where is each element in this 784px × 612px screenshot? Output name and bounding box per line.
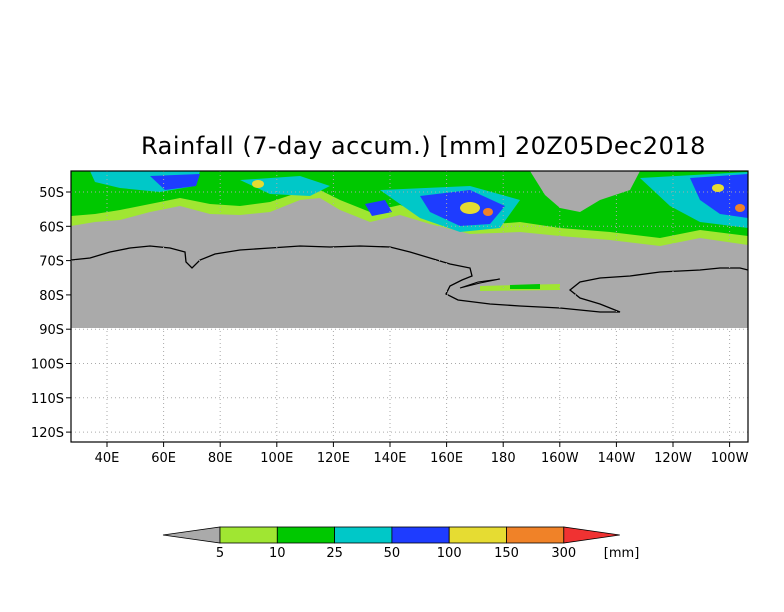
lat-tick-label: 60S (39, 220, 64, 235)
rain-spot-orange-2 (735, 204, 745, 212)
antarctica-coastline (70, 245, 749, 313)
lon-tick-label: 160W (541, 451, 579, 466)
colorbar-bin (276, 526, 335, 544)
rain-core-blue-4 (365, 200, 392, 216)
rain-spot-yellow-3 (712, 184, 724, 192)
colorbar-bin (506, 526, 565, 544)
coastline-detail (459, 278, 501, 289)
colorbar: 5 10 25 50 100 150 300 [mm] (162, 526, 639, 561)
rain-spot-orange-1 (483, 208, 493, 216)
dry-gap-center (530, 171, 640, 212)
grid-lines (71, 171, 748, 442)
lon-tick-label: 100W (711, 451, 749, 466)
lat-tick-label: 90S (39, 323, 64, 338)
lon-tick-label: 140W (598, 451, 636, 466)
colorbar-unit-label: [mm] (604, 546, 639, 561)
lon-tick-label: 80E (208, 451, 233, 466)
colorbar-tick-label: 50 (384, 546, 401, 561)
colorbar-tick-label: 5 (216, 546, 224, 561)
lon-tick-label: 40E (95, 451, 120, 466)
lon-tick-label: 120E (317, 451, 350, 466)
colorbar-above-arrow (563, 526, 620, 544)
rain-core-blue-3 (690, 174, 748, 218)
lon-tick-label: 60E (151, 451, 176, 466)
longitude-axis: 40E 60E 80E 100E 120E 140E 160E 180 160W 140W 120W… (95, 442, 749, 466)
colorbar-below-arrow (162, 526, 221, 544)
colorbar-tick-label: 25 (326, 546, 343, 561)
colorbar-bin (334, 526, 393, 544)
rain-core-blue-1 (150, 174, 200, 190)
lat-tick-label: 110S (31, 392, 64, 407)
rain-streak-ross-core (510, 284, 540, 289)
colorbar-tick-label: 100 (437, 546, 462, 561)
latitude-axis: 50S 60S 70S 80S 90S 100S 110S 120S (31, 186, 71, 441)
lat-tick-label: 80S (39, 289, 64, 304)
rainfall-field (71, 171, 748, 291)
rain-spot-yellow-2 (252, 180, 264, 188)
colorbar-tick-label: 150 (494, 546, 519, 561)
lat-tick-label: 100S (31, 358, 64, 373)
rain-patch-cyan-2 (240, 176, 330, 196)
lon-tick-label: 100E (260, 451, 293, 466)
lat-tick-label: 70S (39, 255, 64, 270)
lat-tick-label: 120S (31, 426, 64, 441)
lon-tick-label: 160E (430, 451, 463, 466)
colorbar-bin (391, 526, 450, 544)
colorbar-tick-label: 10 (269, 546, 286, 561)
colorbar-bin (448, 526, 507, 544)
plot-title: Rainfall (7-day accum.) [mm] 20Z05Dec201… (141, 132, 706, 160)
lat-tick-label: 50S (39, 186, 64, 201)
lon-tick-label: 140E (373, 451, 406, 466)
lon-tick-label: 180 (491, 451, 516, 466)
map-frame (70, 170, 749, 443)
lon-tick-label: 120W (654, 451, 692, 466)
rain-spot-yellow-1 (460, 202, 480, 214)
colorbar-tick-label: 300 (551, 546, 576, 561)
colorbar-bin (219, 526, 278, 544)
